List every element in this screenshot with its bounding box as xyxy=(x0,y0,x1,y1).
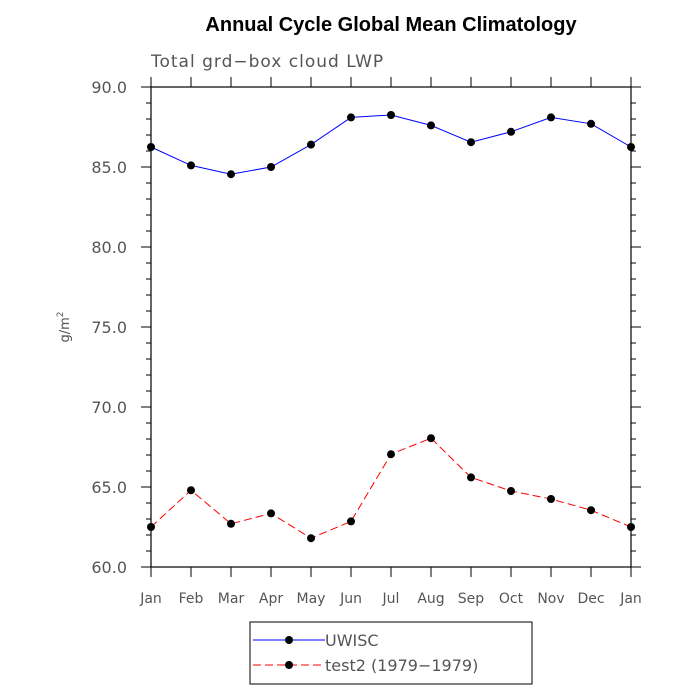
y-axis: 60.0 65.0 70.0 75.0 80.0 85.0 90.0 xyxy=(91,78,641,577)
data-point xyxy=(147,143,155,151)
legend-marker xyxy=(285,661,293,669)
data-point xyxy=(267,163,275,171)
data-point xyxy=(507,487,515,495)
x-tick-label: May xyxy=(297,591,326,607)
y-axis-label: g/m2 xyxy=(56,311,73,342)
legend-marker xyxy=(285,636,293,644)
y-tick-label: 75.0 xyxy=(91,318,127,337)
legend-label: UWISC xyxy=(325,631,379,650)
x-tick-label: Jan xyxy=(139,591,162,607)
y-axis-label-main: g/m xyxy=(58,317,73,342)
data-point xyxy=(187,161,195,170)
y-tick-label: 85.0 xyxy=(91,158,127,177)
data-point xyxy=(387,450,395,459)
x-axis: Jan Feb Mar Apr May Jun Jul Aug Sep Oct Nov Dec Jan xyxy=(139,77,642,607)
data-point xyxy=(467,138,475,147)
x-tick-label: Feb xyxy=(179,591,204,607)
chart-subtitle: Total grd−box cloud LWP xyxy=(150,52,384,72)
legend-box xyxy=(249,621,533,685)
data-point xyxy=(587,506,595,515)
y-tick-label: 80.0 xyxy=(91,238,127,257)
series-line xyxy=(150,114,632,175)
x-tick-label: Nov xyxy=(537,591,564,607)
y-axis-label-superscript: 2 xyxy=(56,311,66,317)
data-point xyxy=(227,170,235,179)
data-point xyxy=(347,113,355,122)
chart-title: Annual Cycle Global Mean Climatology xyxy=(205,14,577,36)
x-tick-label: Jul xyxy=(382,591,400,607)
data-point xyxy=(267,509,275,518)
x-tick-label: Sep xyxy=(458,591,485,607)
data-point xyxy=(307,140,315,149)
data-point xyxy=(187,486,195,495)
data-point xyxy=(387,111,395,119)
data-point xyxy=(627,523,635,531)
plot-frame xyxy=(150,86,632,568)
legend: UWISC test2 (1979−1979) xyxy=(249,621,533,685)
y-tick-label: 65.0 xyxy=(91,478,127,497)
data-point xyxy=(427,434,435,443)
x-tick-label: Mar xyxy=(218,591,245,607)
data-point xyxy=(147,523,155,531)
plot-border xyxy=(150,86,632,568)
data-point xyxy=(427,121,435,130)
x-tick-label: Apr xyxy=(259,591,283,607)
x-tick-label: Jan xyxy=(619,591,642,607)
legend-label: test2 (1979−1979) xyxy=(325,656,478,675)
data-point xyxy=(507,127,515,136)
y-tick-label: 70.0 xyxy=(91,398,127,417)
x-tick-label: Aug xyxy=(417,591,444,607)
y-tick-label: 90.0 xyxy=(91,78,127,97)
data-point xyxy=(307,534,315,543)
data-point xyxy=(627,143,635,151)
x-tick-label: Dec xyxy=(577,591,604,607)
data-point xyxy=(547,113,555,122)
x-tick-label: Oct xyxy=(499,591,524,607)
series-layer xyxy=(147,111,635,543)
y-tick-label: 60.0 xyxy=(91,558,127,577)
data-point xyxy=(587,119,595,128)
data-point xyxy=(467,473,475,482)
data-point xyxy=(347,517,355,526)
x-tick-label: Jun xyxy=(339,591,362,607)
data-point xyxy=(227,519,235,528)
data-point xyxy=(547,495,555,503)
